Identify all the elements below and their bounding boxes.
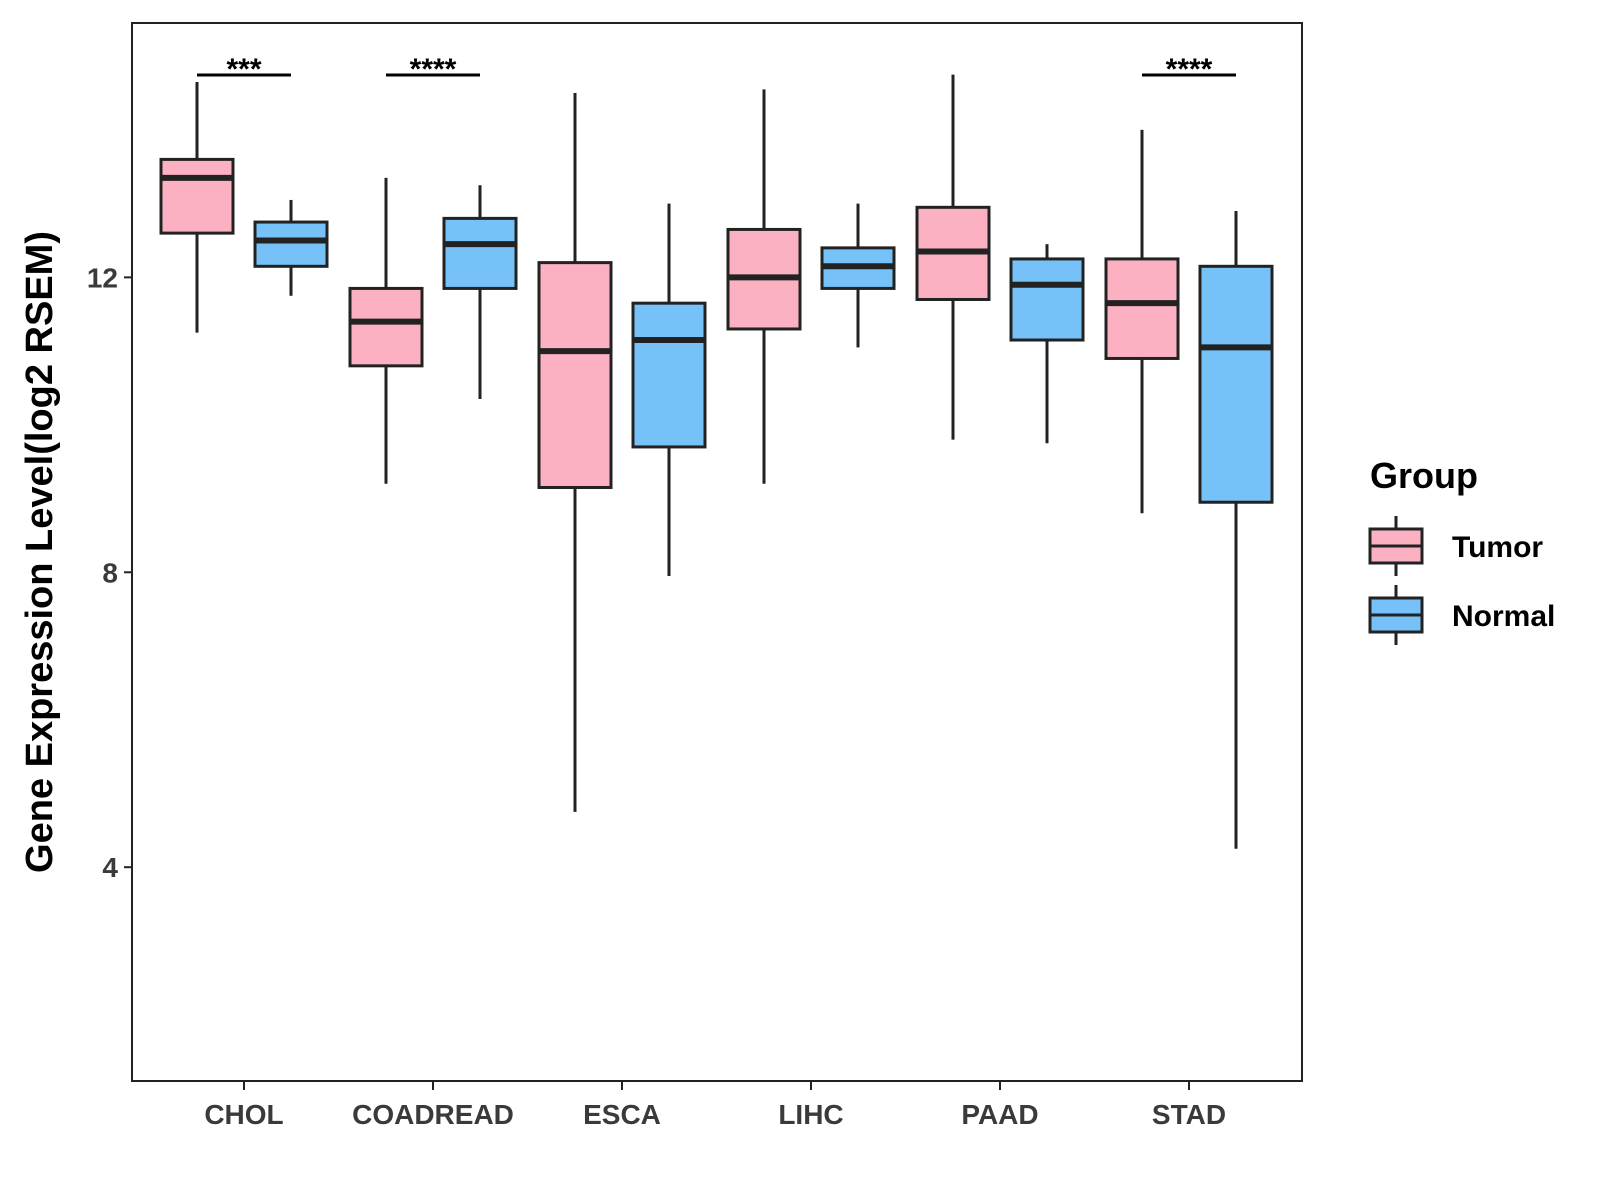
box-body <box>253 220 329 268</box>
boxes-layer <box>159 74 1274 849</box>
x-tick-label: COADREAD <box>352 1099 514 1130</box>
significance-stad: **** <box>1142 53 1236 86</box>
significance-label: **** <box>1166 53 1213 86</box>
x-tick-label: PAAD <box>961 1099 1038 1130</box>
legend-title: Group <box>1370 455 1478 496</box>
box-body <box>1009 257 1085 342</box>
x-tick-label: CHOL <box>204 1099 283 1130</box>
box-normal-esca <box>631 203 707 576</box>
significance-annotations: *** **** **** <box>197 53 1236 86</box>
legend: Group Tumor Normal <box>1368 455 1555 645</box>
box-tumor-coadread <box>348 177 424 484</box>
plot-panel-border <box>131 22 1303 1082</box>
box-body <box>1198 264 1274 504</box>
box-tumor-esca <box>537 93 613 812</box>
box-tumor-lihc <box>726 89 802 484</box>
box-tumor-chol <box>159 81 235 333</box>
box-normal-chol <box>253 199 329 296</box>
x-tick-label: ESCA <box>583 1099 661 1130</box>
box-tumor-paad <box>915 74 991 440</box>
y-axis: 4 8 12 <box>87 262 132 883</box>
box-tumor-stad <box>1104 129 1180 514</box>
box-normal-coadread <box>442 185 518 400</box>
significance-label: *** <box>226 53 261 86</box>
significance-label: **** <box>410 53 457 86</box>
box-body <box>631 301 707 449</box>
box-body <box>348 286 424 368</box>
box-normal-paad <box>1009 244 1085 444</box>
legend-entries: Tumor Normal <box>1368 516 1555 645</box>
box-body <box>537 261 613 489</box>
legend-entry-tumor: Tumor <box>1368 516 1543 576</box>
y-axis-title: Gene Expression Level(log2 RSEM) <box>19 231 61 873</box>
box-body <box>442 216 518 290</box>
significance-coadread: **** <box>386 53 480 86</box>
box-body <box>159 157 235 235</box>
box-normal-lihc <box>820 203 896 348</box>
x-tick-label: LIHC <box>778 1099 843 1130</box>
x-tick-label: STAD <box>1152 1099 1226 1130</box>
y-tick-label: 4 <box>102 852 118 883</box>
significance-chol: *** <box>197 53 291 86</box>
y-tick-label: 12 <box>87 262 118 293</box>
legend-label: Normal <box>1452 600 1555 633</box>
legend-entry-normal: Normal <box>1368 585 1555 645</box>
y-tick-label: 8 <box>102 557 118 588</box>
x-axis: CHOL COADREAD ESCA LIHC PAAD STAD <box>204 1081 1226 1130</box>
box-normal-stad <box>1198 211 1274 849</box>
box-body <box>1104 257 1180 360</box>
legend-label: Tumor <box>1452 531 1543 564</box>
